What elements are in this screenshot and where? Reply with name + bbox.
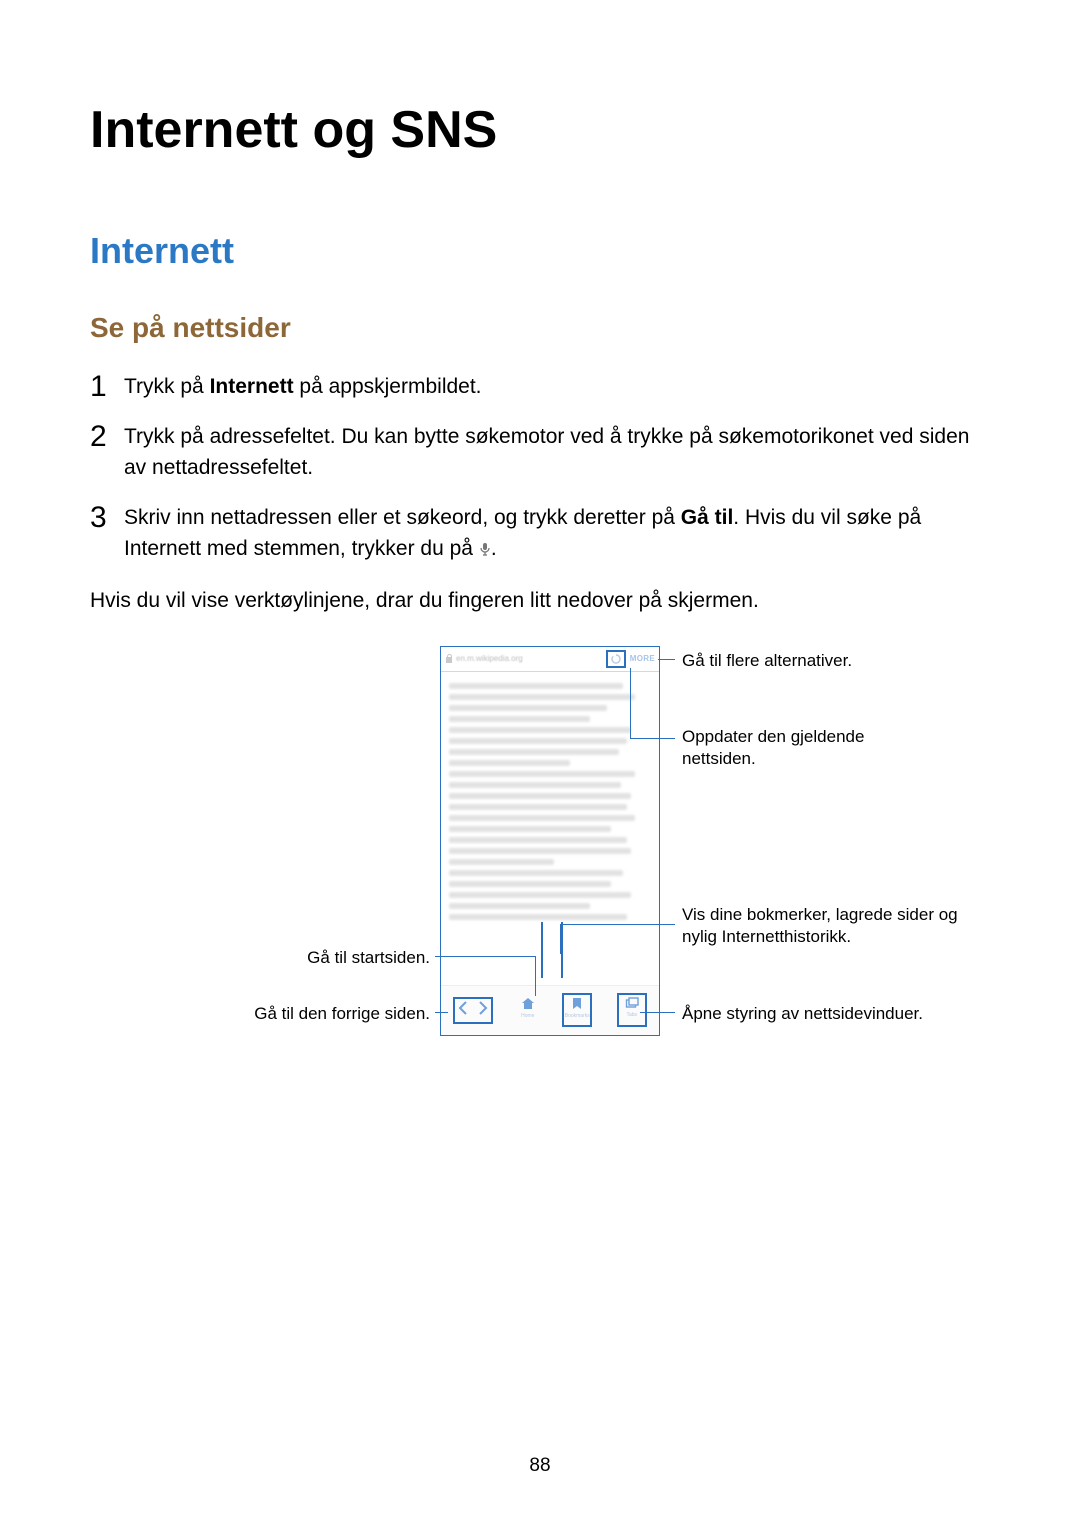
refresh-line-v — [630, 668, 631, 738]
bookmarks-box: Bookmarks — [562, 993, 592, 1027]
document-page: Internett og SNS Internett Se på nettsid… — [0, 0, 1080, 1076]
step-prefix: Skriv inn nettadressen eller et søkeord,… — [124, 506, 681, 529]
home-line-v — [535, 956, 536, 996]
refresh-line-h — [630, 738, 675, 739]
step-number: 3 — [90, 503, 124, 533]
url-text: en.m.wikipedia.org — [456, 654, 523, 663]
callout-tabs: Åpne styring av nettsidevinduer. — [682, 1003, 923, 1025]
step-prefix: Trykk på adressefeltet. Du kan bytte søk… — [124, 425, 969, 478]
bookmarks-icon: Bookmarks — [567, 997, 587, 1023]
callout-more: Gå til flere alternativer. — [682, 650, 852, 672]
back-forward-box — [453, 997, 493, 1024]
tabs-icon: Tabs — [622, 997, 642, 1023]
step-prefix: Trykk på — [124, 375, 210, 398]
section-title: Internett — [90, 230, 990, 272]
phone-mockup: en.m.wikipedia.org MORE — [440, 646, 660, 1036]
step-text: Skriv inn nettadressen eller et søkeord,… — [124, 503, 990, 566]
step-2: 2 Trykk på adressefeltet. Du kan bytte s… — [90, 422, 990, 483]
home-label: Home — [521, 1013, 534, 1019]
tabs-box: Tabs — [617, 993, 647, 1027]
browser-toolbar: Home Bookmarks Tabs — [441, 985, 659, 1035]
more-label: MORE — [630, 654, 655, 663]
step-text: Trykk på Internett på appskjermbildet. — [124, 372, 990, 402]
step-text: Trykk på adressefeltet. Du kan bytte søk… — [124, 422, 990, 483]
forward-icon — [478, 1001, 488, 1020]
callout-bookmarks: Vis dine bokmerker, lagrede sider og nyl… — [682, 904, 982, 948]
step-suffix: på appskjermbildet. — [294, 375, 482, 398]
more-line — [658, 659, 675, 660]
bookmarks-label: Bookmarks — [565, 1013, 590, 1019]
home-icon: Home — [518, 997, 538, 1023]
step-3: 3 Skriv inn nettadressen eller et søkeor… — [90, 503, 990, 566]
bookmarks-content-mark-left — [541, 922, 543, 978]
bookmarks-line-v — [560, 924, 561, 954]
back-icon — [458, 1001, 468, 1020]
period: . — [491, 537, 497, 560]
page-content — [441, 672, 659, 985]
bookmarks-line-h — [560, 924, 675, 925]
callout-refresh: Oppdater den gjeldende nettsiden. — [682, 726, 912, 770]
page-number: 88 — [0, 1455, 1080, 1477]
bookmarks-content-mark-right — [561, 922, 563, 978]
browser-diagram: en.m.wikipedia.org MORE — [90, 646, 990, 1076]
subsection-title: Se på nettsider — [90, 312, 990, 344]
paragraph: Hvis du vil vise verktøylinjene, drar du… — [90, 586, 990, 615]
chapter-title: Internett og SNS — [90, 100, 990, 160]
home-line — [435, 956, 535, 957]
address-bar: en.m.wikipedia.org MORE — [441, 647, 659, 672]
step-1: 1 Trykk på Internett på appskjermbildet. — [90, 372, 990, 402]
tabs-line — [640, 1012, 675, 1013]
callout-home: Gå til startsiden. — [290, 947, 430, 969]
refresh-icon — [606, 650, 626, 668]
step-number: 1 — [90, 372, 124, 402]
callout-back: Gå til den forrige siden. — [230, 1003, 430, 1025]
microphone-icon — [479, 536, 491, 566]
step-bold: Gå til — [681, 506, 734, 529]
step-number: 2 — [90, 422, 124, 452]
lock-icon — [445, 654, 453, 664]
step-bold: Internett — [210, 375, 294, 398]
back-line — [435, 1012, 448, 1013]
tabs-label: Tabs — [626, 1012, 637, 1018]
